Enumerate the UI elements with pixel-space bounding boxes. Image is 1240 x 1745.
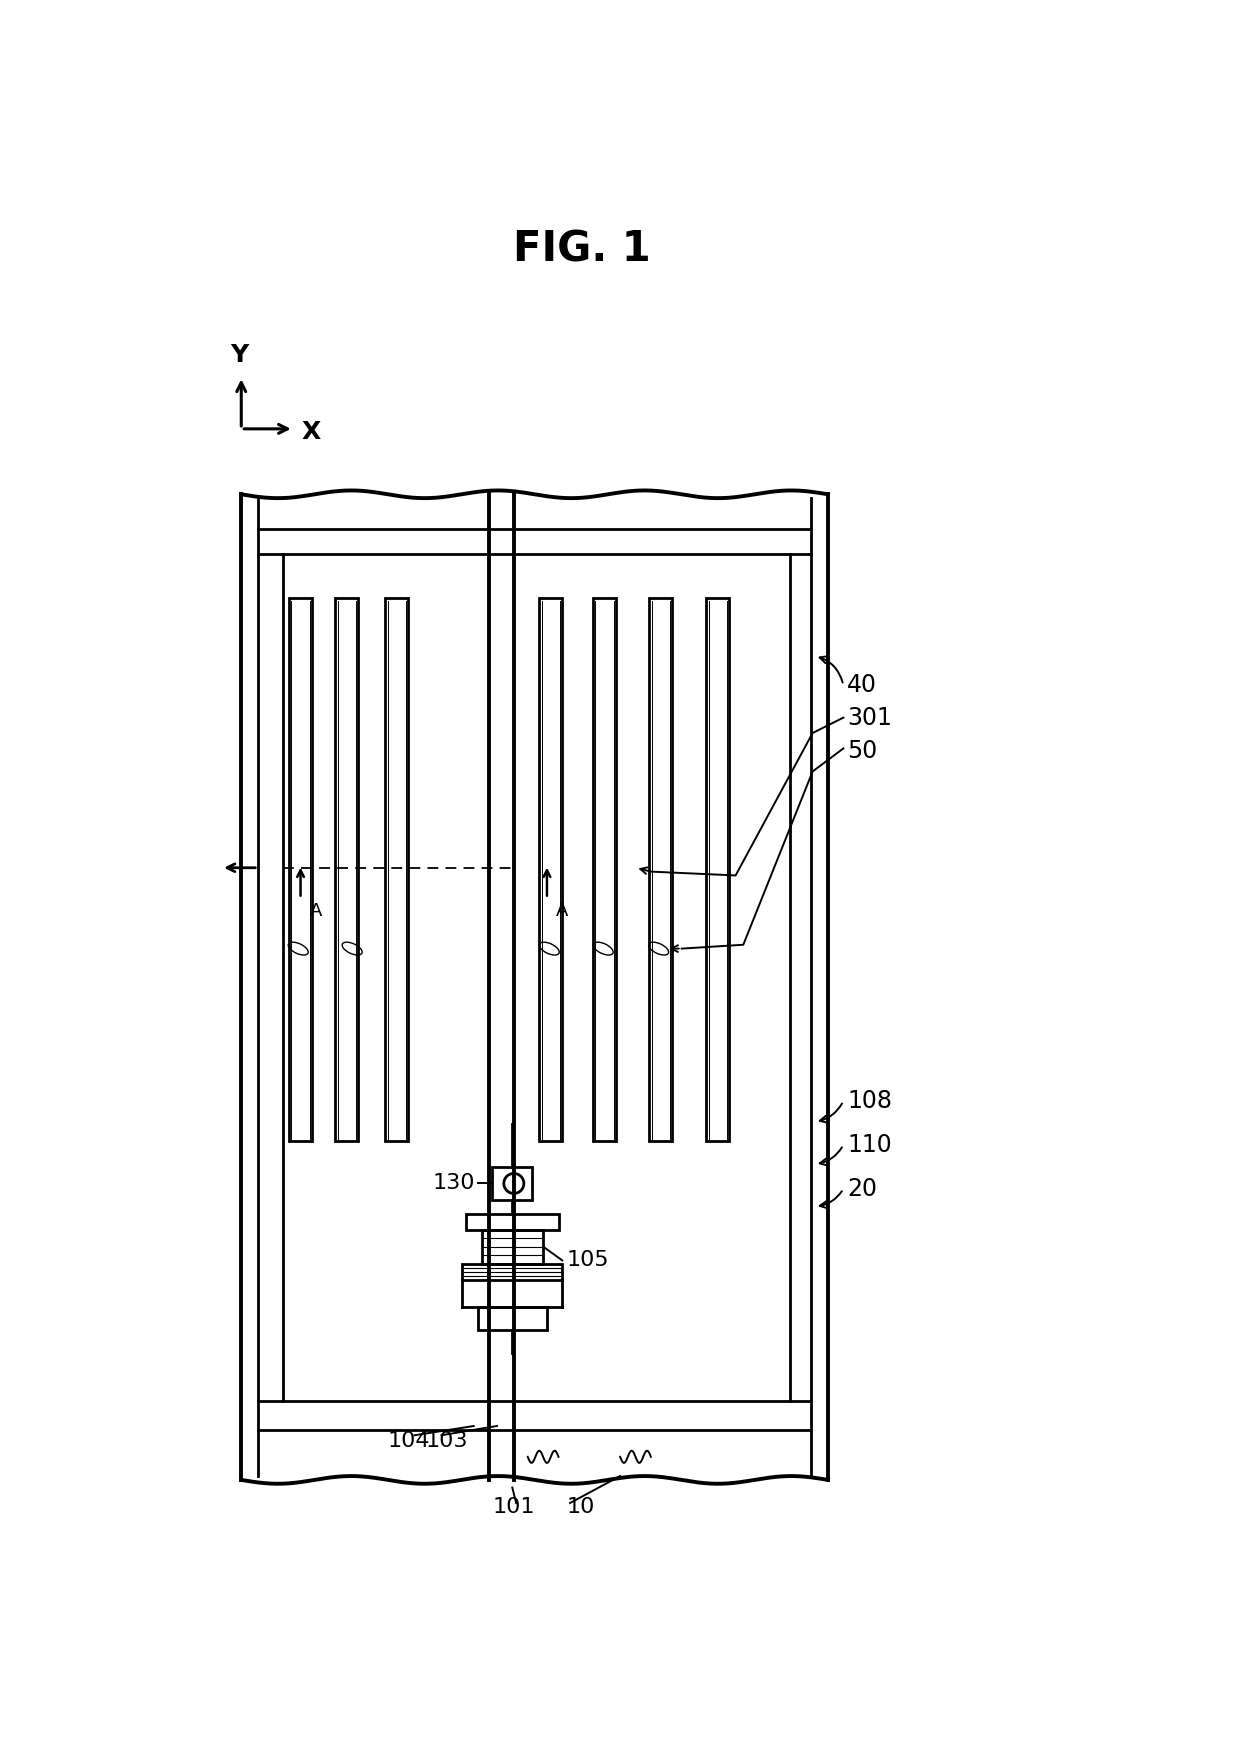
Text: 40: 40 — [847, 674, 877, 698]
Bar — [477, 1307, 547, 1330]
Bar — [335, 599, 358, 1141]
Bar — [492, 1166, 532, 1201]
Text: 50: 50 — [847, 738, 878, 763]
Text: 108: 108 — [847, 1089, 893, 1113]
Text: 20: 20 — [847, 1176, 877, 1201]
Bar — [593, 599, 616, 1141]
Text: 10: 10 — [567, 1497, 594, 1516]
Text: 130: 130 — [433, 1173, 475, 1194]
Text: 105: 105 — [567, 1251, 609, 1270]
Bar — [707, 599, 729, 1141]
Text: 301: 301 — [847, 705, 892, 729]
Text: 101: 101 — [494, 1497, 536, 1516]
Text: Y: Y — [231, 344, 249, 366]
Text: A: A — [557, 902, 569, 920]
Text: X: X — [301, 421, 321, 443]
Bar — [289, 599, 312, 1141]
Bar — [386, 599, 408, 1141]
Text: A: A — [310, 902, 322, 920]
Text: FIG. 1: FIG. 1 — [512, 229, 651, 270]
Text: 104: 104 — [388, 1431, 430, 1452]
Text: 103: 103 — [427, 1431, 469, 1452]
Text: 110: 110 — [847, 1133, 892, 1157]
Bar — [481, 1230, 543, 1265]
Bar — [463, 1265, 563, 1279]
Bar — [650, 599, 672, 1141]
Bar — [539, 599, 563, 1141]
Bar — [466, 1215, 558, 1230]
